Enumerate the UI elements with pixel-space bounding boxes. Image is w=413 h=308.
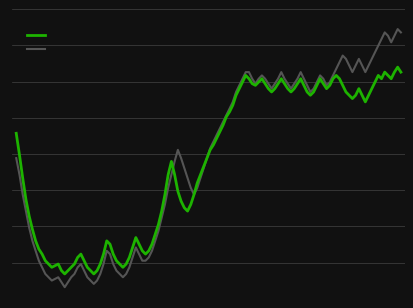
Legend:  ,  : , xyxy=(25,29,52,56)
